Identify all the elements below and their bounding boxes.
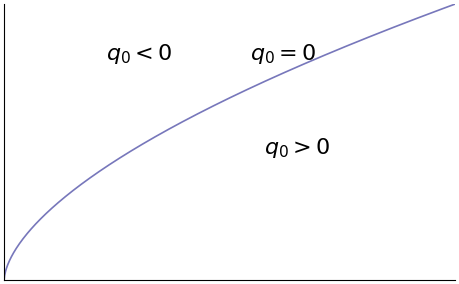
Text: $q_0 > 0$: $q_0 > 0$ [264, 135, 330, 160]
Text: $q_0 = 0$: $q_0 = 0$ [250, 42, 317, 66]
Text: $q_0 < 0$: $q_0 < 0$ [106, 42, 173, 66]
